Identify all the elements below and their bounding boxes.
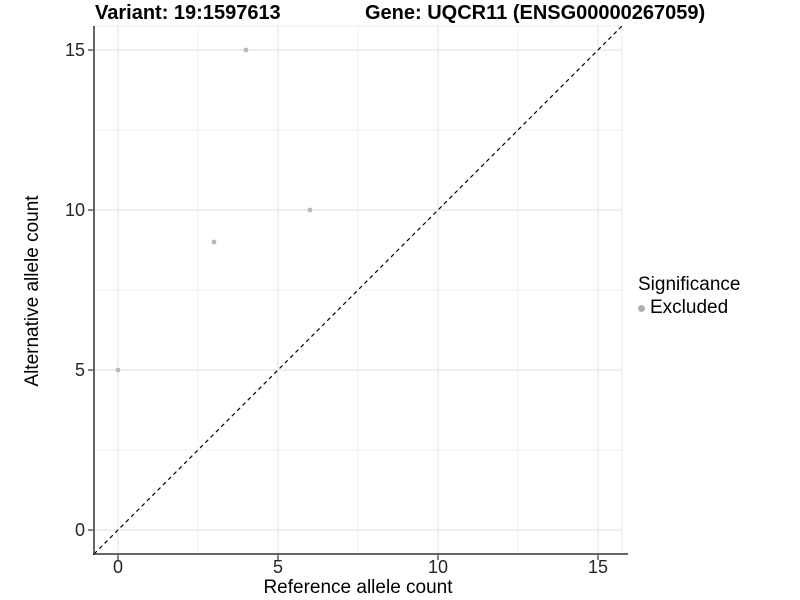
axis-lines xyxy=(93,26,628,555)
svg-text:10: 10 xyxy=(65,200,85,220)
svg-text:15: 15 xyxy=(65,40,85,60)
x-axis-title: Reference allele count xyxy=(263,577,453,598)
excluded-point-icon xyxy=(638,304,645,312)
svg-text:15: 15 xyxy=(588,557,608,577)
svg-text:0: 0 xyxy=(113,557,123,577)
data-points xyxy=(115,47,313,373)
axis-tick-marks xyxy=(88,49,599,560)
svg-text:5: 5 xyxy=(75,360,85,380)
y-tick-labels: 0 5 10 15 xyxy=(65,40,85,540)
y-axis-title: Alternative allele count xyxy=(22,195,43,387)
legend-item-excluded: Excluded xyxy=(638,297,740,319)
variant-title: Variant: 19:1597613 xyxy=(95,2,281,24)
svg-text:5: 5 xyxy=(273,557,283,577)
legend-item-label: Excluded xyxy=(650,297,729,318)
minor-gridlines xyxy=(94,26,622,554)
svg-text:0: 0 xyxy=(75,520,85,540)
svg-text:10: 10 xyxy=(428,557,448,577)
legend: Significance Excluded xyxy=(638,274,740,319)
legend-title: Significance xyxy=(638,274,741,295)
x-tick-labels: 0 5 10 15 xyxy=(113,557,608,577)
major-gridlines xyxy=(94,26,622,554)
gene-title: Gene: UQCR11 (ENSG00000267059) xyxy=(365,2,706,24)
